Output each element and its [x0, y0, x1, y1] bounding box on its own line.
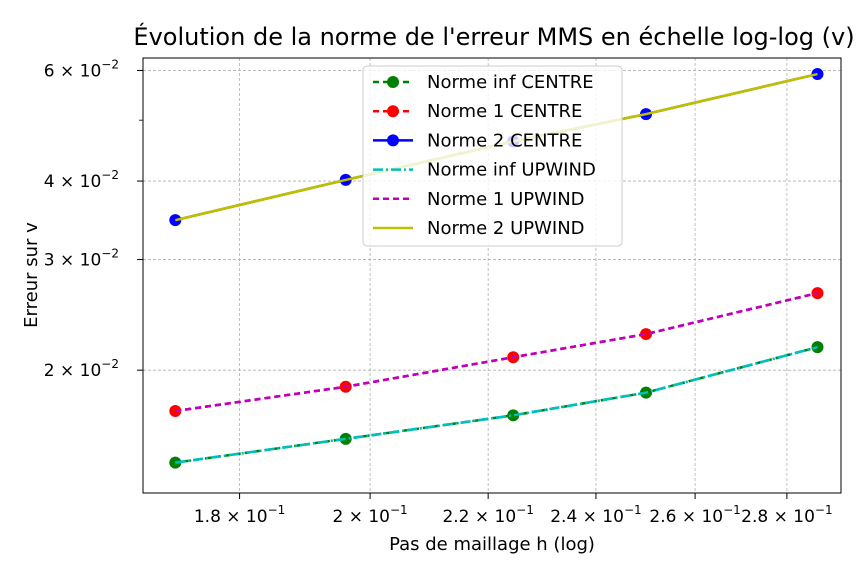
legend-label: Norme 1 UPWIND [427, 189, 585, 210]
legend-item: Norme 1 CENTRE [373, 101, 582, 122]
legend-item: Norme 2 UPWIND [373, 218, 585, 239]
data-point [507, 409, 520, 422]
legend-item: Norme inf UPWIND [373, 160, 596, 181]
x-axis-label: Pas de maillage h (log) [389, 534, 595, 555]
legend-marker [387, 105, 399, 118]
x-tick-label: 2.2 × 10−1 [442, 503, 533, 527]
y-axis-label: Erreur sur v [21, 222, 42, 328]
legend-marker [387, 76, 399, 88]
legend-label: Norme 1 CENTRE [427, 101, 582, 122]
legend-item: Norme 2 CENTRE [373, 130, 582, 151]
series-line-overlay-4 [175, 291, 818, 413]
legend-marker [387, 134, 399, 147]
axes-frame [142, 57, 842, 494]
legend-label: Norme inf CENTRE [427, 72, 594, 93]
legend-item: Norme inf CENTRE [373, 72, 594, 93]
data-point [339, 432, 352, 445]
x-tick-label: 2 × 10−1 [332, 503, 407, 527]
legend-label: Norme inf UPWIND [427, 160, 596, 181]
data-point [640, 328, 653, 341]
plot-area: 1.8 × 10−1 2 × 10−1 2.2 × 10−1 2.4 × 10−1 2.… [44, 57, 842, 527]
legend-item: Norme 1 UPWIND [373, 189, 585, 210]
legend-label: Norme 2 UPWIND [427, 218, 585, 239]
series-line-overlay-3 [175, 345, 818, 464]
chart-title: Évolution de la norme de l'erreur MMS en… [133, 22, 854, 51]
legend: Norme inf CENTRE Norme 1 CENTRE Norme 2 CE… [362, 65, 623, 247]
legend-box [362, 65, 623, 247]
legend-label: Norme 2 CENTRE [427, 130, 582, 151]
